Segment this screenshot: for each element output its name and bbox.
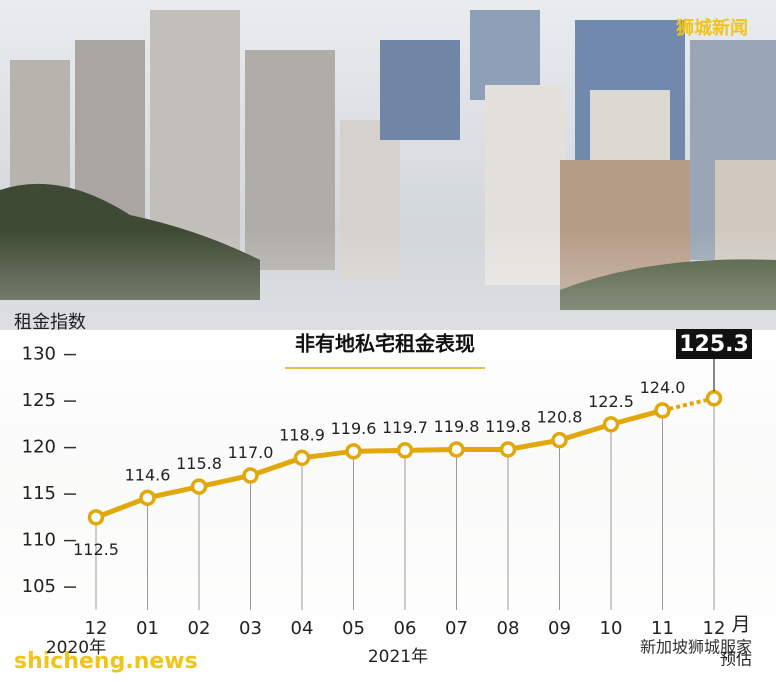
point — [293, 449, 311, 467]
data-label: 117.0 — [228, 443, 274, 462]
point — [551, 431, 568, 449]
x-tick-label: 12 — [703, 618, 726, 639]
data-label: 122.5 — [588, 392, 634, 411]
point — [705, 390, 723, 407]
watermark: 新加坡狮城服家 — [640, 638, 752, 657]
data-label: 119.6 — [331, 419, 377, 438]
x-tick-label: 06 — [394, 618, 417, 639]
point — [499, 441, 517, 458]
data-label: 124.0 — [640, 378, 686, 397]
data-label: 125.3 — [679, 332, 749, 357]
point — [654, 402, 671, 419]
x-tick-label: 05 — [342, 618, 365, 639]
y-tick-label: 130 — [22, 344, 56, 365]
data-label: 115.8 — [176, 454, 222, 473]
data-label: 114.6 — [125, 465, 171, 484]
point — [190, 478, 208, 495]
y-tick-label: 115 — [22, 483, 56, 504]
data-label: 120.8 — [537, 408, 583, 427]
point — [345, 443, 362, 460]
forecast-line — [662, 396, 715, 413]
forecast-box — [676, 329, 752, 359]
watermark: 狮城新闻 — [676, 17, 748, 39]
x-tick-label: 11 — [651, 618, 674, 639]
x-tick-label: 10 — [600, 618, 623, 639]
year-label: 2020年 — [46, 638, 106, 658]
point — [242, 467, 259, 484]
y-tick-label: 120 — [22, 437, 56, 458]
watermark: shicheng.news — [14, 649, 198, 674]
x-tick-label: 12 — [85, 618, 108, 639]
y-tick-label: 110 — [22, 530, 56, 551]
chart-title: 非有地私宅租金表现 — [295, 332, 475, 356]
point — [396, 442, 414, 459]
x-tick-label: 08 — [497, 618, 520, 639]
year-label: 2021年 — [368, 647, 428, 667]
data-label: 112.5 — [73, 540, 119, 559]
y-tick-label: 125 — [22, 390, 56, 411]
x-tick-label: 09 — [548, 618, 571, 639]
point — [87, 509, 105, 526]
point — [602, 416, 620, 433]
line — [95, 407, 664, 520]
point — [139, 489, 156, 507]
y-tick-label: 105 — [22, 576, 56, 597]
x-tick-label: 03 — [239, 618, 262, 639]
x-tick-label: 01 — [136, 618, 159, 639]
data-label: 119.8 — [485, 417, 531, 436]
data-label: 119.7 — [382, 418, 428, 437]
point — [448, 441, 465, 458]
x-unit: 月 — [731, 614, 750, 636]
x-tick-label: 04 — [291, 618, 314, 639]
x-tick-label: 02 — [188, 618, 211, 639]
forecast-label: 预估 — [720, 650, 752, 669]
data-label: 118.9 — [279, 425, 325, 444]
x-tick-label: 07 — [445, 618, 468, 639]
data-label: 119.8 — [434, 417, 480, 436]
y-axis-label: 租金指数 — [14, 312, 86, 333]
